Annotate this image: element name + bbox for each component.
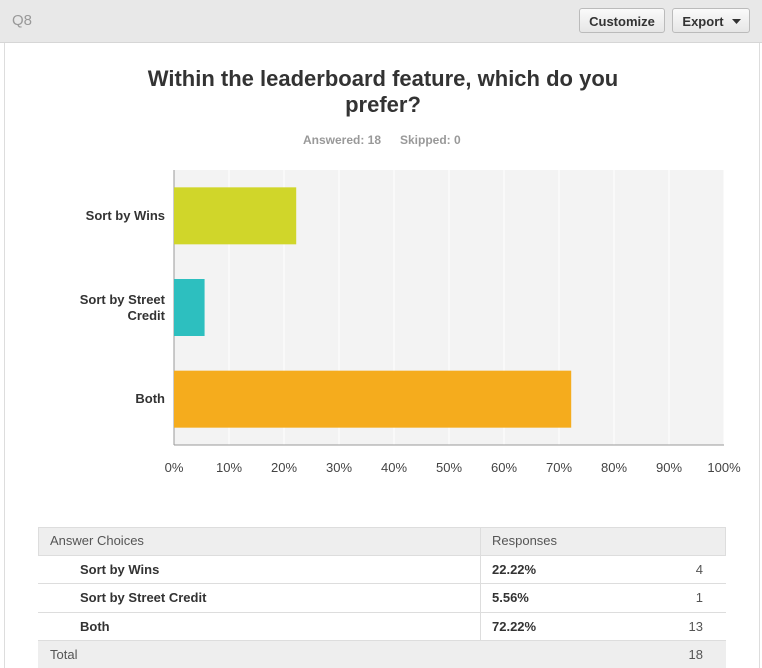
- response-count: 13: [688, 618, 703, 634]
- category-label: Sort by Street Credit: [79, 291, 165, 323]
- row-line: [38, 611, 726, 613]
- x-tick-label: 20%: [270, 460, 298, 475]
- x-tick-label: 80%: [600, 460, 628, 475]
- column-header: Responses: [492, 533, 558, 548]
- answer-choice: Sort by Wins: [80, 561, 160, 577]
- answered: Answered: 18: [303, 133, 382, 147]
- skipped: Skipped: 0: [400, 133, 461, 147]
- header-row: [38, 527, 726, 556]
- column-header: Answer Choices: [50, 533, 144, 548]
- question-number: Q8: [12, 12, 33, 29]
- answer-choice: Sort by Street Credit: [80, 590, 207, 605]
- x-tick-label: 0%: [164, 460, 184, 475]
- row-line: [38, 583, 726, 584]
- x-tick-label: 60%: [490, 460, 518, 475]
- x-tick-label: 30%: [325, 460, 353, 475]
- answer-choice: Both: [80, 618, 110, 634]
- x-tick-label: 70%: [545, 460, 573, 475]
- export-label: Export: [682, 14, 724, 29]
- bar: [174, 370, 572, 428]
- total-count: 18: [688, 647, 703, 662]
- response-percent: 5.56%: [492, 590, 529, 605]
- column-divider: [480, 527, 481, 641]
- panel: [4, 43, 760, 668]
- response-count: 4: [695, 561, 703, 577]
- response-percent: 22.22%: [492, 561, 537, 577]
- x-tick-label: 50%: [435, 460, 463, 475]
- category-label: Sort by Wins: [85, 207, 165, 223]
- total-row: [38, 641, 726, 668]
- total-label: Total: [50, 647, 78, 662]
- x-tick-label: 90%: [655, 460, 683, 475]
- x-tick-label: 100%: [707, 460, 741, 475]
- row-line: [38, 640, 726, 641]
- response-percent: 72.22%: [492, 618, 537, 634]
- export-button[interactable]: Export: [672, 8, 750, 33]
- table: Answer Choices Responses Sort by Wins 22.22…: [38, 527, 726, 668]
- category-label: Both: [135, 391, 165, 407]
- customize-button[interactable]: Customize: [579, 8, 665, 33]
- chart-title: Within the leaderboard feature, which do…: [147, 66, 619, 117]
- x-tick-label: 40%: [380, 460, 408, 475]
- x-tick-label: 10%: [215, 460, 243, 475]
- bar: [174, 187, 297, 245]
- dropdown-arrow: [732, 19, 741, 24]
- response-count: 1: [695, 590, 703, 605]
- bar: [174, 279, 205, 336]
